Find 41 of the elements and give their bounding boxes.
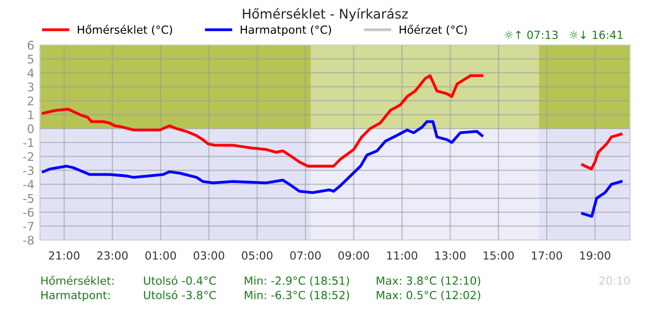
x-tick-label: 17:00 [532, 251, 562, 260]
y-tick-label: 3 [28, 82, 34, 92]
text: ☼↓ 16:41 [570, 30, 623, 40]
text: Hőmérséklet: [41, 276, 114, 285]
y-tick-label: 6 [28, 40, 34, 50]
y-tick-label: -8 [23, 236, 34, 245]
text: ☼↑ 07:13 [504, 30, 558, 40]
y-tick-label: 1 [28, 110, 34, 120]
y-tick-label: -4 [23, 180, 34, 189]
x-tick-label: 07:00 [290, 251, 321, 260]
y-tick-label: -3 [23, 166, 34, 176]
x-tick-label: 15:00 [484, 251, 514, 260]
text: Harmatpont: [41, 290, 110, 302]
y-tick-label: 0 [28, 124, 34, 134]
y-tick-label: -7 [23, 222, 34, 231]
legend-label: Hőmérséklet (°C) [78, 24, 172, 36]
text: Max: 3.8°C (12:10) [376, 276, 480, 286]
y-tick-label: -5 [23, 194, 34, 203]
x-tick-label: 23:00 [97, 251, 128, 260]
y-tick-label: 5 [28, 54, 34, 64]
x-tick-label: 05:00 [242, 251, 272, 260]
chart-title: Hőmérséklet - Nyírkarász [242, 8, 408, 22]
y-tick-label: -2 [23, 152, 34, 161]
x-tick-label: 01:00 [145, 251, 176, 260]
legend-label: Hőérzet (°C) [400, 24, 467, 36]
legend-label: Harmatpont (°C) [240, 25, 332, 36]
y-tick-label: 2 [28, 96, 34, 106]
x-tick-label: 19:00 [580, 251, 610, 260]
y-tick-label: 4 [28, 68, 34, 78]
x-tick-label: 09:00 [338, 251, 369, 260]
y-tick-label: -1 [23, 138, 34, 147]
text: Min: -6.3°C (18:52) [244, 290, 349, 301]
y-tick-label: -6 [23, 208, 34, 217]
x-tick-label: 03:00 [194, 251, 224, 260]
text: Max: 0.5°C (12:02) [376, 290, 480, 301]
text: Utolsó -0.4°C [144, 276, 216, 285]
x-tick-label: 21:00 [48, 251, 80, 260]
x-tick-label: 11:00 [387, 251, 418, 260]
x-tick-label: 13:00 [435, 251, 466, 260]
text: Utolsó -3.8°C [144, 290, 216, 300]
text: Min: -2.9°C (18:51) [244, 276, 349, 286]
